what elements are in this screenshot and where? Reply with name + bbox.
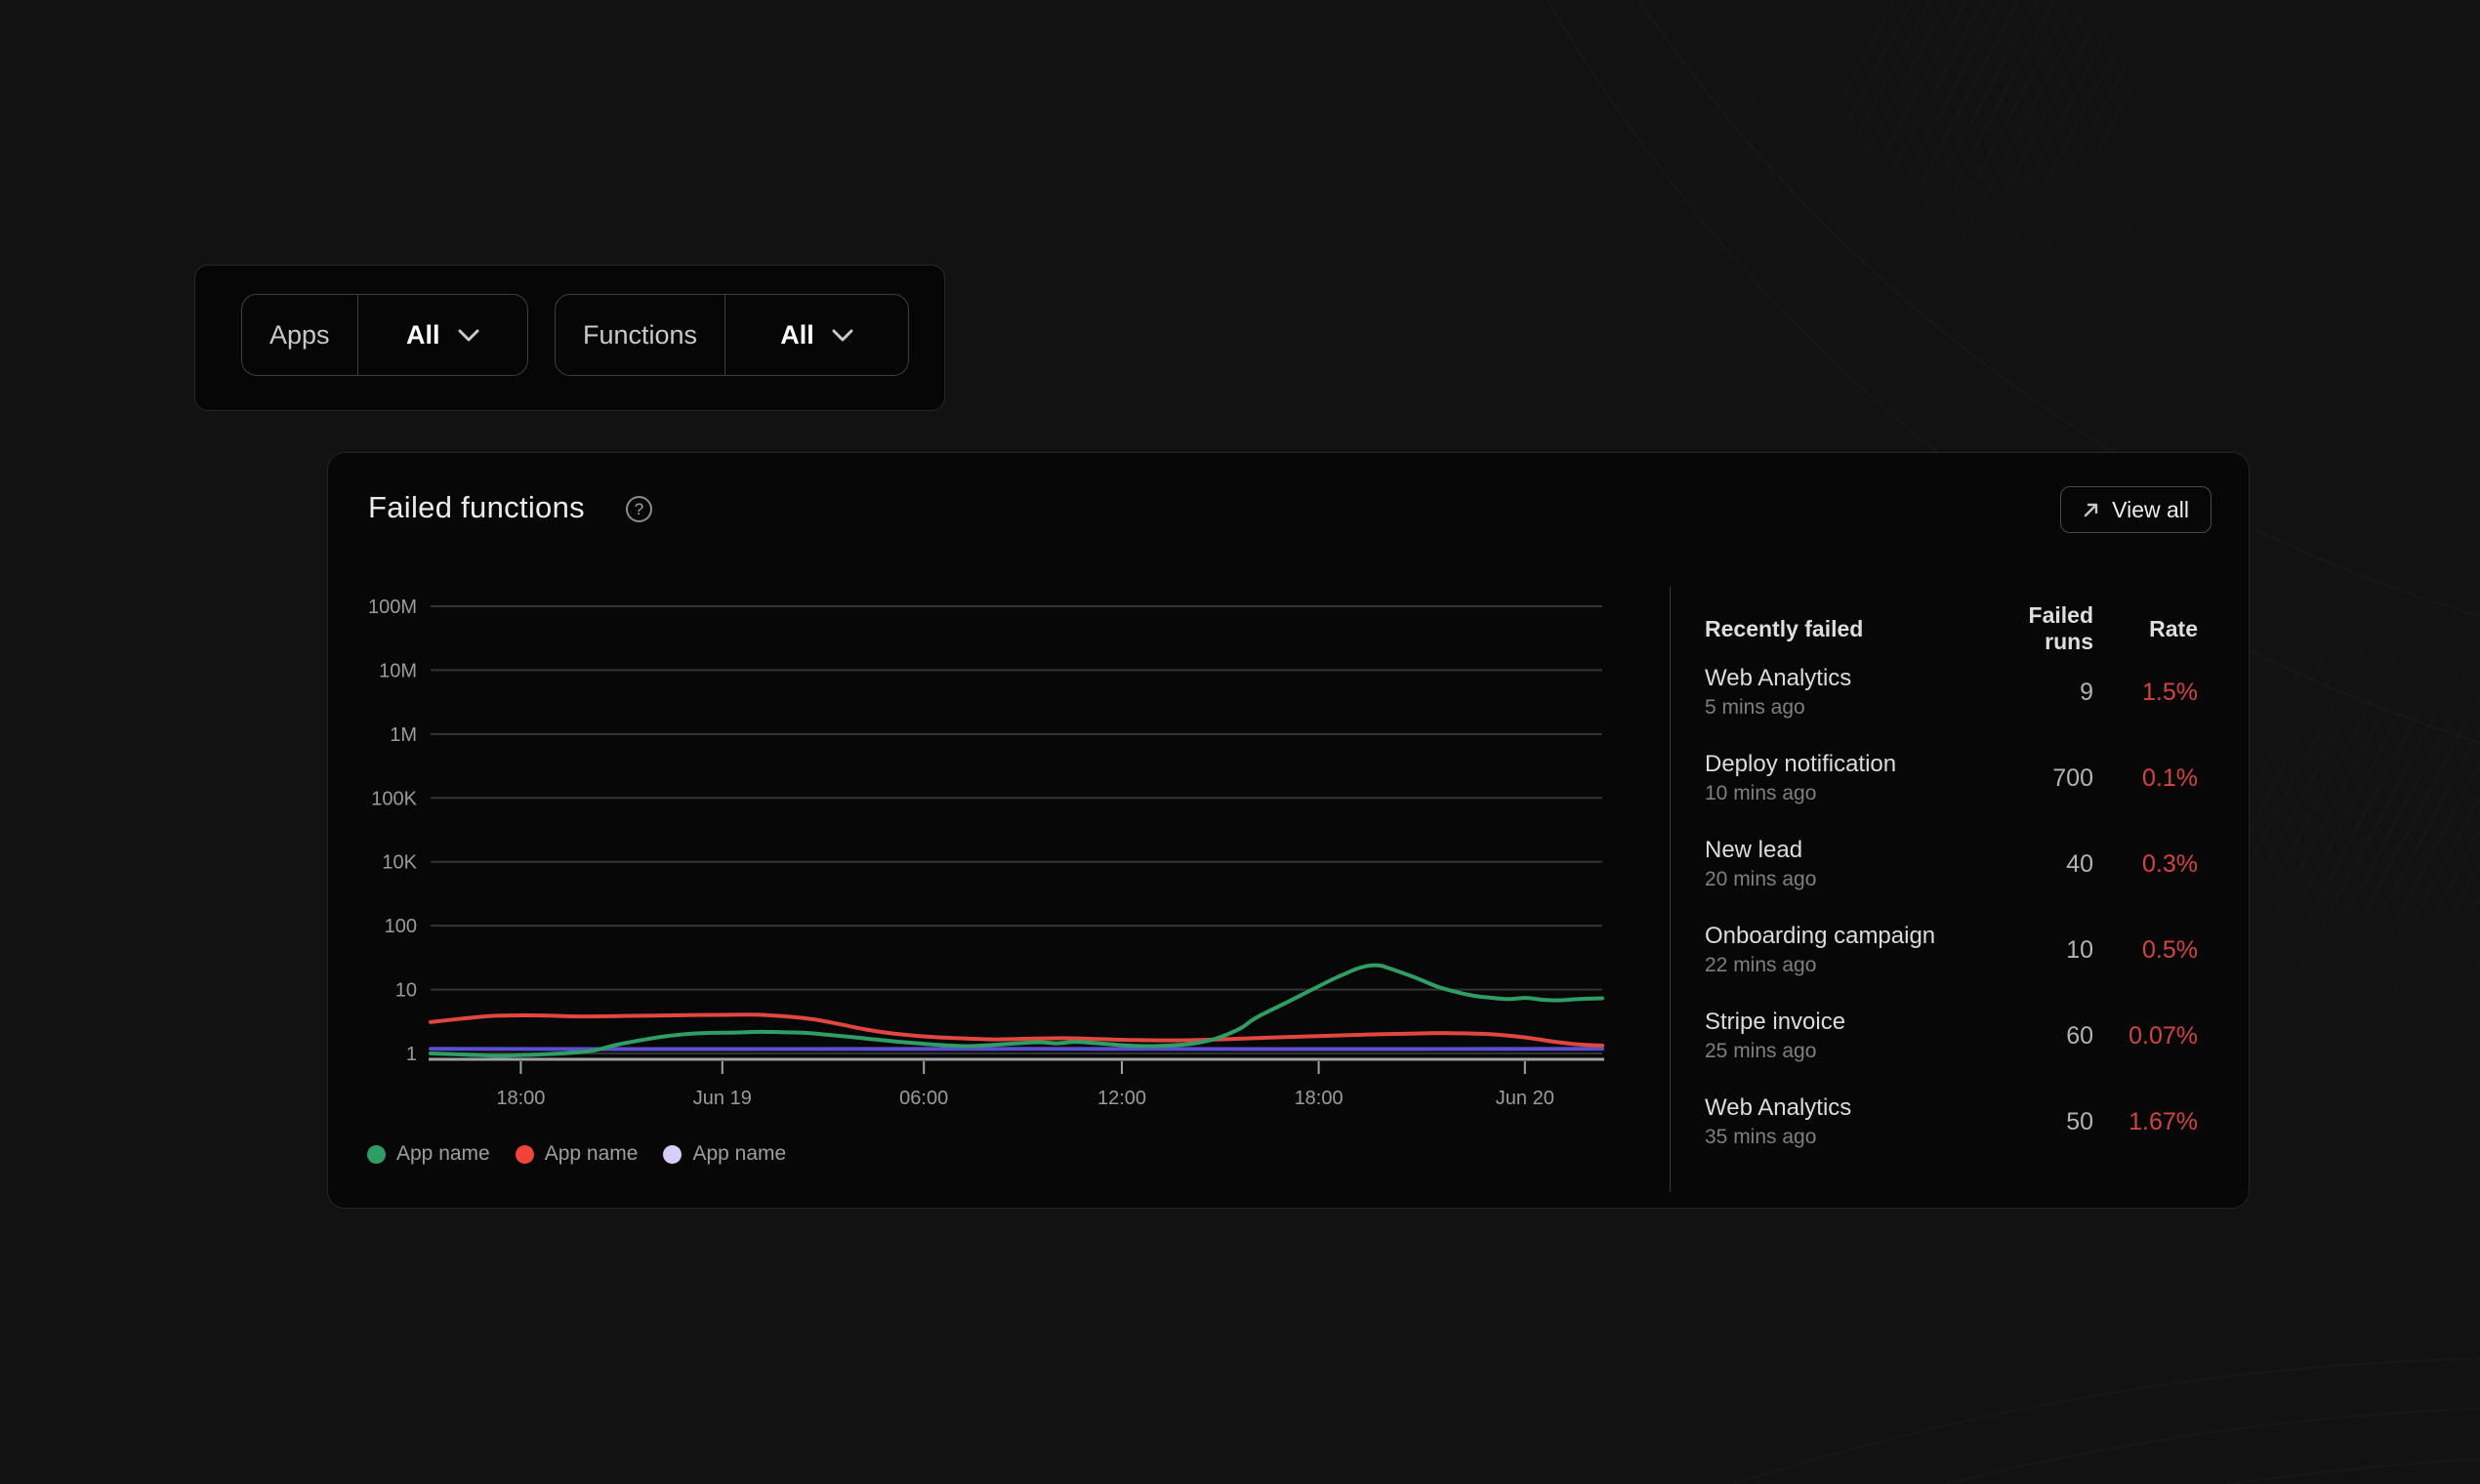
function-name: Deploy notification	[1705, 751, 1897, 777]
svg-text:1: 1	[406, 1044, 417, 1065]
question-mark-glyph: ?	[634, 499, 644, 518]
failed-runs-count: 50	[2066, 1107, 2093, 1135]
column-header-failed-runs: Failed runs	[2028, 602, 2093, 654]
column-header-rate: Rate	[2149, 615, 2198, 641]
svg-text:18:00: 18:00	[496, 1088, 545, 1109]
legend-label: App name	[692, 1142, 787, 1165]
card-title: Failed functions	[368, 490, 585, 524]
svg-text:06:00: 06:00	[899, 1088, 948, 1109]
legend-label: App name	[396, 1142, 490, 1165]
svg-text:100M: 100M	[368, 597, 417, 618]
legend-dot-icon	[515, 1144, 534, 1164]
svg-text:10: 10	[395, 980, 417, 1002]
functions-filter-selected: All	[780, 319, 814, 350]
svg-text:100K: 100K	[371, 788, 417, 809]
legend-item[interactable]: App name	[367, 1142, 490, 1166]
apps-filter-value: All	[358, 295, 527, 375]
apps-filter-dropdown[interactable]: Apps All	[241, 294, 528, 376]
legend-item[interactable]: App name	[663, 1142, 786, 1166]
function-cell: Onboarding campaign 22 mins ago	[1705, 921, 1981, 979]
failed-runs-count: 60	[2066, 1021, 2093, 1050]
function-last-failed-time: 25 mins ago	[1705, 1040, 1817, 1062]
failed-runs-count: 9	[2080, 678, 2093, 706]
function-last-failed-time: 20 mins ago	[1705, 868, 1817, 890]
legend-label: App name	[544, 1142, 639, 1165]
apps-filter-label: Apps	[242, 295, 358, 375]
table-row[interactable]: Deploy notification 10 mins ago 700 0.1%	[1705, 735, 2198, 821]
apps-filter-selected: All	[406, 319, 440, 350]
function-name: Web Analytics	[1705, 665, 1852, 691]
function-name: Onboarding campaign	[1705, 923, 1936, 949]
table-row[interactable]: Onboarding campaign 22 mins ago 10 0.5%	[1705, 907, 2198, 993]
svg-text:100: 100	[385, 916, 417, 937]
function-cell: Stripe invoice 25 mins ago	[1705, 1007, 1981, 1065]
function-cell: Deploy notification 10 mins ago	[1705, 749, 1981, 807]
function-cell: New lead 20 mins ago	[1705, 835, 1981, 893]
legend-dot-icon	[663, 1144, 682, 1164]
svg-text:18:00: 18:00	[1295, 1088, 1343, 1109]
function-last-failed-time: 22 mins ago	[1705, 954, 1817, 976]
column-header-recently-failed: Recently failed	[1705, 615, 1864, 641]
functions-filter-label: Functions	[556, 295, 726, 375]
failure-rate: 1.5%	[2142, 678, 2198, 706]
svg-text:Jun 19: Jun 19	[693, 1088, 752, 1109]
chevron-down-icon	[832, 329, 853, 341]
failure-rate: 1.67%	[2129, 1107, 2198, 1135]
failed-runs-count: 10	[2066, 935, 2093, 964]
chevron-down-icon	[458, 329, 479, 341]
view-all-label: View all	[2112, 496, 2189, 522]
function-last-failed-time: 35 mins ago	[1705, 1126, 1817, 1148]
table-row[interactable]: Web Analytics 5 mins ago 9 1.5%	[1705, 649, 2198, 735]
help-icon[interactable]: ?	[626, 496, 652, 522]
failed-runs-count: 700	[2052, 763, 2093, 792]
svg-text:10K: 10K	[382, 852, 417, 874]
failure-rate: 0.3%	[2142, 849, 2198, 878]
chart-legend: App name App name App name	[367, 1142, 786, 1166]
svg-text:10M: 10M	[379, 660, 417, 681]
function-cell: Web Analytics 35 mins ago	[1705, 1092, 1981, 1151]
failed-runs-count: 40	[2066, 849, 2093, 878]
table-row[interactable]: Stripe invoice 25 mins ago 60 0.07%	[1705, 993, 2198, 1079]
failed-functions-card: Failed functions ? View all 100M 10M 1M 100…	[327, 452, 2250, 1209]
functions-filter-value: All	[725, 295, 908, 375]
table-header: Recently failed Failed runs Rate	[1705, 587, 2198, 654]
svg-text:1M: 1M	[390, 724, 417, 746]
failed-functions-chart: 100M 10M 1M 100K 10K 100 10 1 18:00 Jun 19 06:00 12…	[328, 590, 1636, 1136]
function-name: Stripe invoice	[1705, 1009, 1846, 1035]
function-name: New lead	[1705, 837, 1803, 863]
svg-text:Jun 20: Jun 20	[1496, 1088, 1554, 1109]
function-cell: Web Analytics 5 mins ago	[1705, 663, 1981, 721]
failure-rate: 0.07%	[2129, 1021, 2198, 1050]
functions-filter-dropdown[interactable]: Functions All	[555, 294, 909, 376]
legend-item[interactable]: App name	[515, 1142, 639, 1166]
chart-canvas: 100M 10M 1M 100K 10K 100 10 1 18:00 Jun 19 06:00 12…	[368, 597, 1604, 1109]
panel-divider	[1670, 587, 1671, 1192]
table-body: Web Analytics 5 mins ago 9 1.5% Deploy n…	[1705, 649, 2198, 1165]
table-row[interactable]: Web Analytics 35 mins ago 50 1.67%	[1705, 1079, 2198, 1165]
svg-text:12:00: 12:00	[1097, 1088, 1146, 1109]
arrow-up-right-icon	[2084, 503, 2098, 517]
failure-rate: 0.1%	[2142, 763, 2198, 792]
view-all-button[interactable]: View all	[2060, 486, 2211, 533]
recently-failed-table: Recently failed Failed runs Rate Web Ana…	[1705, 587, 2198, 1165]
table-row[interactable]: New lead 20 mins ago 40 0.3%	[1705, 821, 2198, 907]
function-last-failed-time: 10 mins ago	[1705, 782, 1817, 804]
function-name: Web Analytics	[1705, 1094, 1852, 1121]
failure-rate: 0.5%	[2142, 935, 2198, 964]
function-last-failed-time: 5 mins ago	[1705, 696, 1805, 719]
legend-dot-icon	[367, 1144, 386, 1164]
filter-bar: Apps All Functions All	[194, 265, 945, 411]
